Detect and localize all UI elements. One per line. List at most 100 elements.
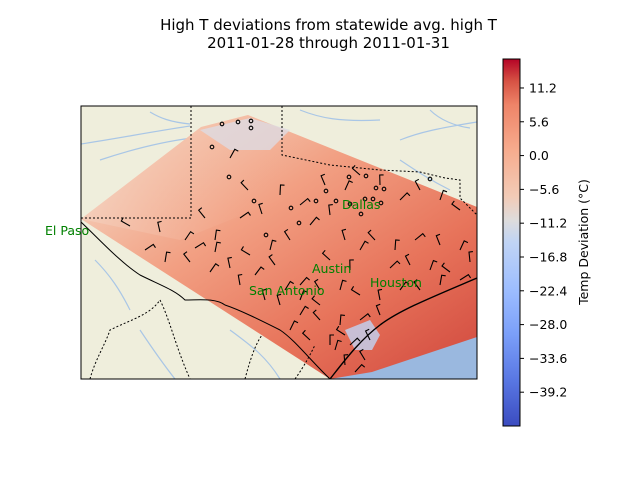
calm-station-marker — [248, 125, 254, 131]
wind-barb — [258, 202, 263, 215]
wind-barb — [389, 260, 401, 269]
wind-barb — [299, 305, 309, 316]
calm-station-marker — [235, 119, 241, 125]
calm-station-marker — [323, 188, 329, 194]
calm-station-marker — [296, 220, 302, 226]
wind-barb — [344, 180, 353, 191]
wind-barb — [375, 303, 381, 316]
wind-barb — [413, 279, 421, 291]
wind-barb — [276, 293, 282, 306]
temperature-field-bay — [345, 320, 380, 350]
colorbar-tick-label: 5.6 — [529, 114, 549, 129]
calm-station-marker — [248, 118, 254, 124]
wind-barb — [364, 328, 371, 341]
wind-barb — [359, 240, 369, 251]
wind-barb — [311, 295, 321, 306]
colorbar-tick-label: −39.2 — [529, 385, 567, 400]
wind-barb — [451, 200, 461, 211]
wind-barb — [459, 240, 469, 251]
wind-barb — [164, 251, 171, 263]
wind-barb — [414, 178, 421, 191]
wind-barb — [335, 325, 346, 336]
wind-barb — [435, 233, 441, 246]
wind-barb — [299, 289, 308, 301]
wind-barb — [183, 251, 191, 263]
map-title-line-1: High T deviations from statewide avg. hi… — [160, 16, 497, 34]
wind-barb — [237, 273, 243, 286]
calm-station-marker — [347, 201, 353, 207]
wind-barb — [312, 309, 321, 321]
wind-barb — [184, 230, 195, 241]
wind-barb — [349, 337, 361, 346]
colorbar-tick-label: 0.0 — [529, 148, 549, 163]
calm-station-marker — [219, 121, 225, 127]
wind-barb — [379, 174, 384, 186]
wind-barb — [343, 354, 349, 366]
wind-barb — [240, 179, 249, 191]
wind-barb — [268, 254, 276, 266]
wind-barb — [320, 173, 326, 186]
city-label-el-paso: El Paso — [45, 223, 89, 238]
wind-barb — [289, 320, 299, 331]
wind-barb — [299, 197, 311, 206]
gulf-coastline — [329, 277, 477, 379]
wind-barb — [329, 334, 334, 345]
wind-barb — [284, 280, 294, 291]
colorbar-ticks: 11.2 5.6 0.0 −5.6 −11.2 −16.8 −22.4 −28.0 −33.6 −… — [520, 80, 567, 400]
wind-barb — [439, 189, 448, 201]
wind-barb — [194, 241, 207, 249]
wind-barb — [239, 211, 251, 219]
map-area — [81, 106, 477, 379]
colorbar-tick-label: −28.0 — [529, 317, 567, 332]
mexico-state-borders — [89, 299, 316, 379]
colorbar-tick-label: −16.8 — [529, 249, 567, 264]
colorbar-label: Temp Deviation (°C) — [576, 179, 591, 306]
wind-barb — [313, 278, 321, 291]
wind-barb — [240, 246, 251, 256]
colorbar-tick-label: −22.4 — [529, 283, 567, 298]
calm-station-marker — [378, 200, 384, 206]
wind-barb — [214, 229, 221, 241]
calm-station-marker — [346, 174, 352, 180]
wind-barb — [441, 262, 451, 273]
calm-station-marker — [381, 186, 387, 192]
wind-barb — [339, 314, 345, 326]
map-title-line-2: 2011-01-28 through 2011-01-31 — [207, 34, 450, 52]
calm-station-marker — [427, 176, 433, 182]
calm-station-marker — [209, 144, 215, 150]
wind-barb — [328, 204, 333, 216]
wind-barb — [214, 241, 221, 253]
calm-station-marker — [251, 198, 257, 204]
wind-barb — [354, 363, 366, 373]
rivers — [81, 109, 477, 379]
wind-barbs — [120, 118, 473, 373]
calm-station-marker — [373, 185, 379, 191]
calm-station-marker — [288, 205, 294, 211]
colorbar-frame — [502, 58, 521, 427]
wind-barb — [299, 276, 310, 286]
wind-barb — [261, 288, 267, 301]
wind-barb — [309, 216, 320, 226]
wind-barb — [439, 274, 446, 286]
wind-barb — [359, 313, 371, 321]
wind-barb — [209, 263, 220, 273]
wind-barb — [429, 259, 438, 271]
city-label-austin: Austin — [312, 261, 351, 276]
wind-barb — [351, 165, 361, 176]
wind-barb — [269, 239, 277, 251]
wind-barb — [459, 273, 472, 281]
wind-barb — [254, 266, 265, 276]
wind-barb — [120, 217, 131, 227]
wind-barb — [468, 251, 473, 263]
wind-barb — [321, 249, 331, 261]
wind-barb — [399, 281, 410, 291]
map-frame — [80, 105, 478, 380]
calm-station-marker — [362, 196, 368, 202]
calm-station-marker — [226, 174, 232, 180]
calm-station-marker — [370, 196, 376, 202]
wind-barb — [334, 339, 342, 351]
colorbar-tick-label: −5.6 — [529, 182, 559, 197]
wind-barb — [377, 288, 383, 301]
wind-barb — [394, 239, 400, 251]
calm-station-marker — [333, 198, 339, 204]
